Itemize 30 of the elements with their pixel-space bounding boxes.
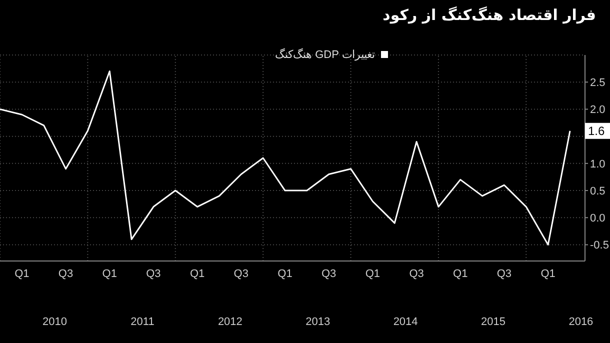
y-tick-label: 2.0 — [590, 104, 606, 116]
x-tick-label: Q1 — [14, 268, 30, 280]
x-tick-label: Q1 — [278, 268, 292, 280]
y-tick-label: 1.0 — [590, 158, 606, 170]
x-tick-label: Q3 — [146, 268, 161, 280]
text: 2012 — [216, 316, 244, 328]
x-tick-label: Q1 — [453, 268, 468, 280]
x-tick-label: Q3 — [496, 268, 512, 280]
data-label: 1.6 — [588, 124, 606, 138]
x-tick-label: Q3 — [58, 268, 74, 280]
text: 2013 — [304, 316, 332, 328]
text: 2015 — [480, 316, 506, 328]
x-tick-label: Q3 — [234, 268, 248, 280]
x-tick-label: Q1 — [190, 268, 205, 280]
y-tick-label: 0.0 — [590, 212, 606, 225]
x-tick-label: Q1 — [365, 268, 380, 280]
chart-title: فرار اقتصاد هنگ‌کنگ از رکود — [382, 6, 596, 24]
y-tick-label: 0.5 — [590, 185, 606, 198]
legend-label: تغییرات GDP هنگ‌کنگ — [275, 48, 375, 61]
x-tick-label: Q3 — [409, 268, 424, 280]
text: 2014 — [392, 316, 419, 328]
line-series — [0, 70, 571, 246]
x-tick-label: Q3 — [322, 268, 336, 280]
y-tick-label: 2.5 — [590, 77, 606, 90]
x-tick-label: Q1 — [102, 268, 117, 280]
text: 2010 — [42, 316, 68, 328]
text: 2011 — [130, 316, 156, 328]
text: 2016 — [568, 316, 594, 328]
x-tick-label: Q1 — [540, 268, 556, 280]
y-tick-label: -0.5 — [590, 240, 609, 252]
